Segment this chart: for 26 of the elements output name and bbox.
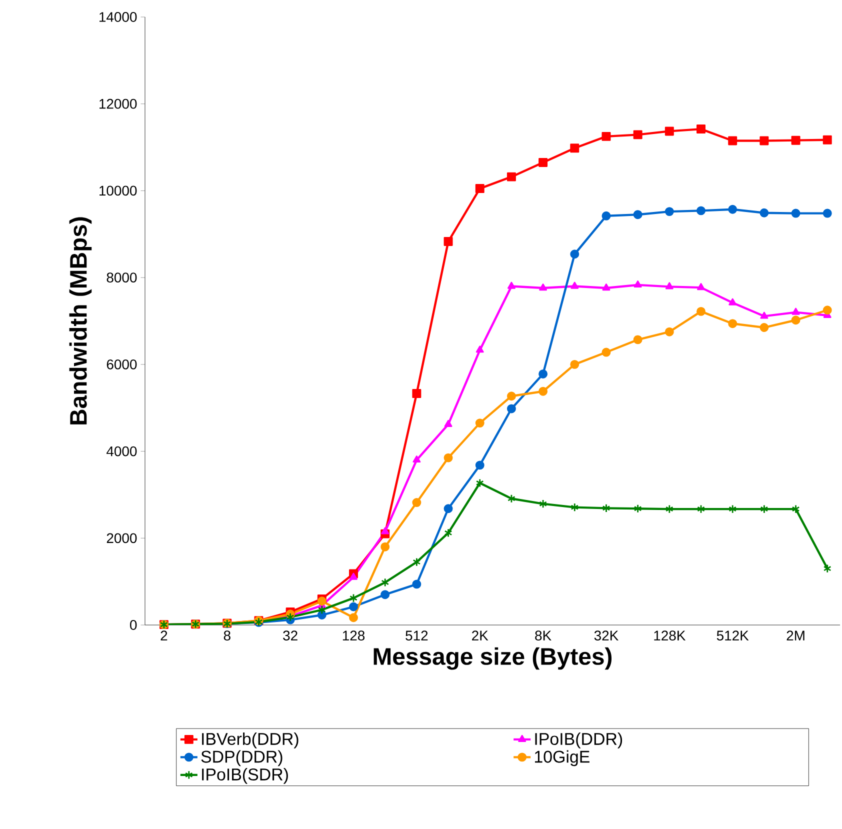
y-tick-label: 0 — [130, 620, 137, 630]
legend-label: SDP(DDR) — [201, 750, 282, 766]
x-tick-label: 8K — [535, 630, 552, 641]
x-tick-label: 2 — [160, 630, 168, 640]
x-tick-label: 32 — [283, 630, 298, 641]
legend-label: IPoIB(DDR) — [535, 732, 622, 748]
x-axis-title: Message size (Bytes) — [374, 647, 612, 670]
legend-label: IPoIB(SDR) — [202, 768, 288, 784]
y-tick-label: 12000 — [100, 98, 137, 109]
y-tick-label: 4000 — [106, 446, 137, 456]
y-tick-label: 14000 — [100, 12, 137, 22]
x-tick-label: 512 — [406, 630, 428, 641]
x-tick-label: 128K — [654, 630, 686, 641]
x-tick-label: 2M — [786, 630, 804, 640]
legend-label: 10GigE — [534, 750, 590, 766]
y-axis-title: Bandwidth (MBps) — [69, 217, 92, 424]
y-tick-label: 8000 — [106, 272, 137, 283]
x-tick-label: 2K — [472, 630, 488, 640]
x-tick-label: 8 — [224, 630, 230, 641]
legend-label: IBVerb(DDR) — [202, 732, 298, 748]
y-tick-label: 10000 — [100, 186, 137, 196]
x-tick-label: 128 — [342, 630, 365, 641]
y-tick-label: 2000 — [106, 533, 137, 544]
x-tick-label: 32K — [594, 630, 618, 641]
x-tick-label: 512K — [716, 630, 749, 641]
y-tick-label: 6000 — [106, 359, 137, 370]
